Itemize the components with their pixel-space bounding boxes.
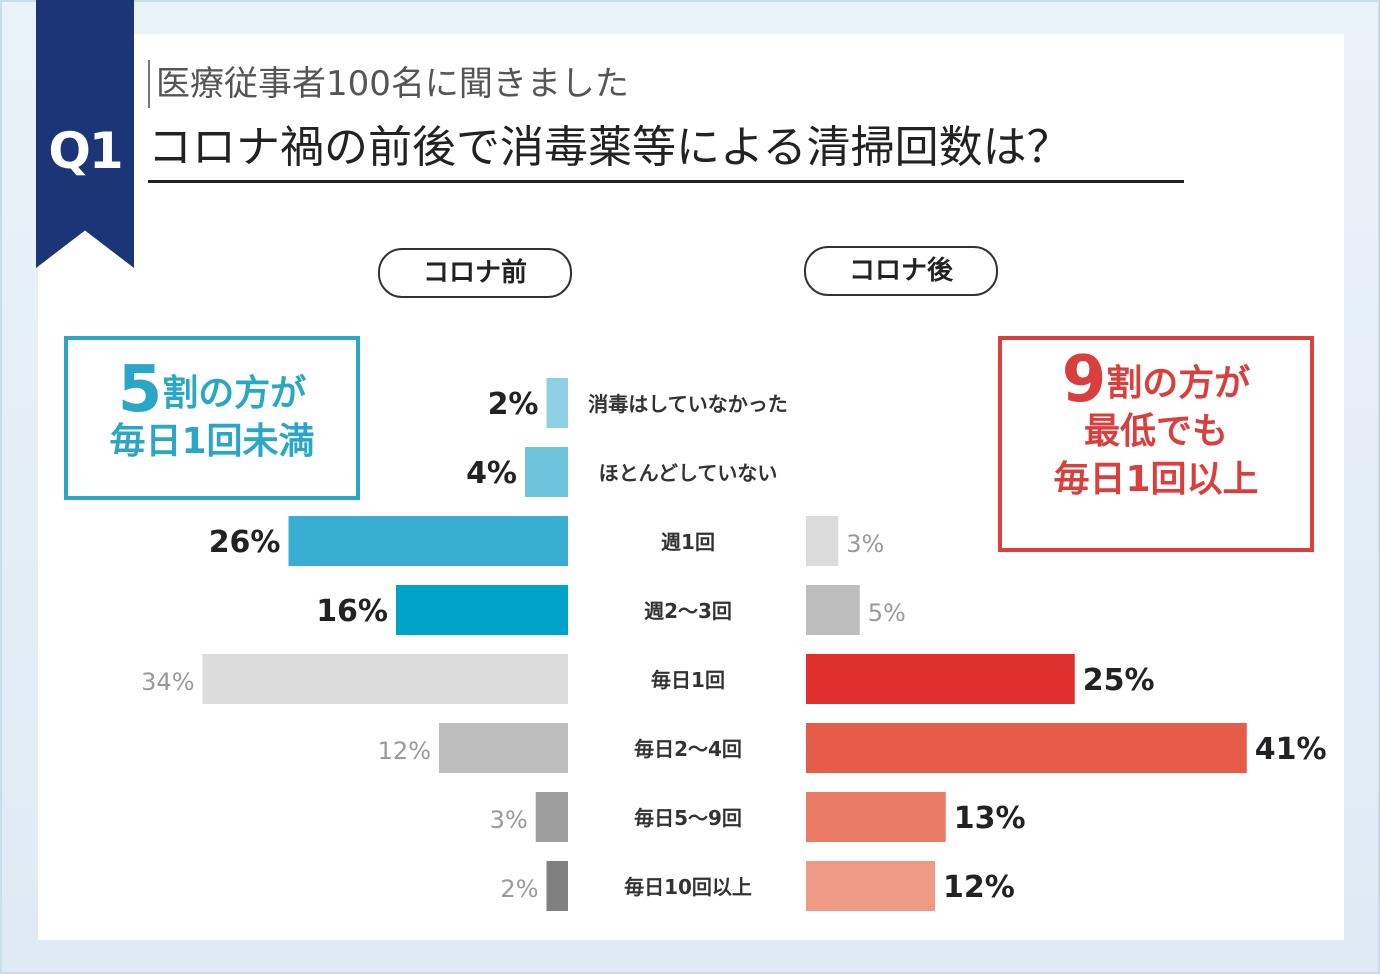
bar-after-label: 41%	[1255, 732, 1327, 767]
question-title: コロナ禍の前後で消毒薬等による清掃回数は？	[148, 116, 1184, 183]
bar-before-label: 2%	[500, 875, 538, 903]
bar-before	[546, 378, 568, 428]
before-callout-text: 割の方が	[162, 373, 307, 414]
chart-panel	[38, 34, 1344, 940]
before-label: コロナ前	[378, 248, 572, 298]
bar-before-label: 12%	[378, 737, 431, 765]
after-callout-number: 9	[1061, 343, 1107, 417]
survey-subtitle: 医療従事者100名に聞きました	[148, 60, 629, 108]
bar-before	[202, 654, 568, 704]
bar-after	[806, 585, 860, 635]
bar-before	[525, 447, 568, 497]
bar-after-label: 13%	[954, 801, 1026, 836]
category-label: ほとんどしていない	[599, 461, 778, 485]
bar-after-label: 12%	[943, 870, 1015, 905]
category-label: 毎日5〜9回	[634, 806, 742, 830]
bar-after-label: 25%	[1083, 663, 1155, 698]
after-label: コロナ後	[804, 246, 998, 296]
category-label: 毎日2〜4回	[634, 737, 742, 761]
bar-before	[439, 723, 568, 773]
bar-after-label: 3%	[846, 530, 884, 558]
bar-after	[806, 792, 946, 842]
category-label: 週1回	[661, 530, 715, 554]
category-label: 週2〜3回	[644, 599, 732, 623]
bar-after	[806, 516, 839, 566]
bar-before	[396, 585, 568, 635]
bar-before	[288, 516, 568, 566]
category-label: 毎日10回以上	[624, 875, 752, 899]
bar-after-label: 5%	[868, 599, 906, 627]
bar-before-label: 16%	[316, 594, 388, 629]
bar-before	[535, 792, 568, 842]
question-badge: Q1	[48, 122, 123, 180]
bar-after	[806, 723, 1247, 773]
after-callout-line2: 最低でも	[1083, 411, 1228, 452]
bar-before-label: 34%	[141, 668, 194, 696]
before-callout: 5割の方が 毎日1回未満	[64, 336, 360, 500]
category-label: 消毒はしていなかった	[588, 392, 787, 416]
question-ribbon	[36, 0, 134, 268]
after-callout-text: 割の方が	[1106, 363, 1251, 404]
after-callout-line3: 毎日1回以上	[1053, 459, 1259, 500]
bar-before-label: 3%	[490, 806, 528, 834]
bar-after	[806, 654, 1075, 704]
category-label: 毎日1回	[651, 668, 725, 692]
bar-before-label: 2%	[488, 387, 539, 422]
after-callout: 9割の方が 最低でも 毎日1回以上	[998, 336, 1314, 552]
before-callout-number: 5	[117, 353, 163, 427]
bar-before-label: 26%	[209, 525, 281, 560]
bar-before	[546, 861, 568, 911]
bar-after	[806, 861, 935, 911]
before-callout-line2: 毎日1回未満	[109, 421, 315, 462]
bar-before-label: 4%	[466, 456, 517, 491]
